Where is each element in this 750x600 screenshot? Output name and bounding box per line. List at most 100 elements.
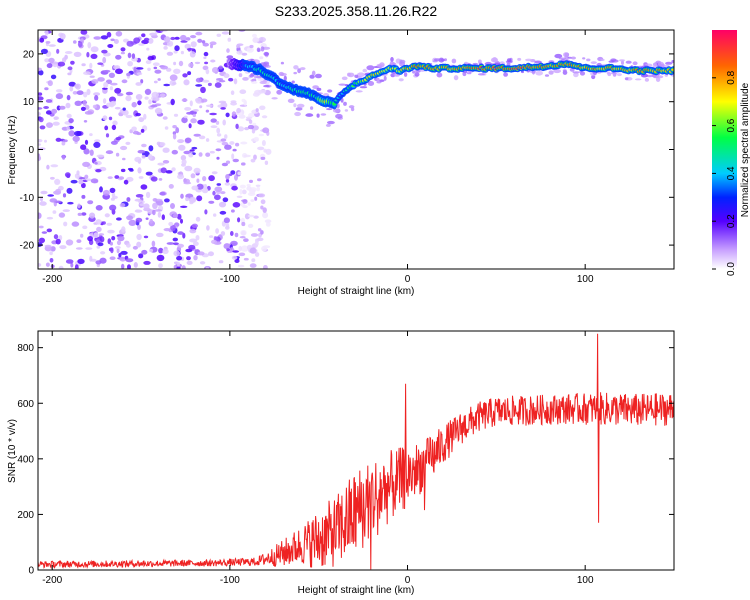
ridge-halo-speckle <box>295 107 303 111</box>
noise-speckle <box>168 221 174 227</box>
noise-speckle <box>50 176 55 180</box>
noise-speckle <box>166 51 174 56</box>
noise-speckle <box>166 242 175 245</box>
noise-speckle <box>132 245 138 250</box>
noise-speckle <box>210 118 217 123</box>
noise-speckle <box>226 48 230 53</box>
noise-speckle <box>149 32 158 36</box>
noise-speckle <box>225 179 230 183</box>
noise-speckle <box>113 65 119 70</box>
ridge-halo-speckle <box>535 71 543 76</box>
noise-speckle <box>98 233 105 236</box>
ridge-halo-speckle <box>548 70 554 75</box>
noise-speckle <box>63 139 68 143</box>
spectrogram-xtick-label: -200 <box>42 274 62 285</box>
noise-speckle <box>185 197 190 202</box>
noise-speckle <box>134 156 142 163</box>
noise-speckle <box>236 50 243 55</box>
snr-ticks: -200 -100 0 100 0 200 400 600 800 <box>17 331 674 586</box>
noise-speckle <box>92 104 97 109</box>
noise-speckle <box>182 73 188 78</box>
noise-speckle <box>246 184 251 187</box>
spectrogram-xtick-label: -100 <box>220 274 240 285</box>
noise-speckle <box>242 77 249 81</box>
noise-speckle <box>231 255 238 260</box>
ridge-halo-speckle <box>671 60 674 63</box>
noise-speckle <box>49 258 54 263</box>
noise-speckle <box>260 156 266 160</box>
noise-speckle <box>76 170 80 176</box>
colorbar-label: Normalized spectral amplitude <box>740 82 750 217</box>
noise-speckle <box>177 174 185 180</box>
noise-speckle <box>145 171 153 176</box>
noise-speckle <box>188 152 194 158</box>
noise-speckle <box>105 133 110 138</box>
ridge-halo-speckle <box>403 72 408 77</box>
noise-speckle <box>235 142 240 147</box>
noise-speckle <box>110 247 114 254</box>
noise-speckle <box>249 179 253 183</box>
noise-speckle <box>89 62 93 69</box>
noise-speckle <box>221 31 230 35</box>
snr-ytick-label: 800 <box>17 343 34 354</box>
ridge-halo-speckle <box>312 85 319 89</box>
noise-speckle <box>46 63 53 69</box>
noise-speckle <box>55 93 64 100</box>
noise-speckle <box>223 217 230 224</box>
noise-speckle <box>205 152 211 157</box>
noise-speckle <box>224 182 231 186</box>
noise-speckle <box>236 44 241 49</box>
snr-ytick-label: 400 <box>17 454 34 465</box>
noise-speckle <box>82 161 91 167</box>
noise-speckle <box>55 188 62 195</box>
noise-speckle <box>162 116 168 120</box>
noise-speckle <box>89 75 95 78</box>
noise-speckle <box>40 190 48 195</box>
noise-speckle <box>241 230 246 236</box>
noise-speckle <box>55 238 61 245</box>
noise-speckle <box>238 73 243 78</box>
noise-speckle <box>145 217 149 220</box>
noise-speckle <box>45 99 53 103</box>
ridge-halo-speckle <box>250 79 255 82</box>
ridge-halo-speckle <box>341 76 348 81</box>
noise-speckle <box>85 247 93 250</box>
noise-speckle <box>105 150 114 155</box>
noise-speckle <box>178 144 186 151</box>
noise-speckle <box>186 111 193 115</box>
noise-speckle <box>99 257 107 264</box>
noise-speckle <box>40 197 43 202</box>
colorbar-tick-label: 0.8 <box>726 70 737 84</box>
noise-speckle <box>189 201 194 205</box>
noise-speckle <box>58 265 64 269</box>
noise-speckle <box>159 142 166 147</box>
noise-speckle <box>122 109 129 116</box>
ridge-halo-speckle <box>287 98 295 104</box>
noise-speckle <box>163 36 171 43</box>
ridge-halo-speckle <box>490 57 499 63</box>
noise-speckle <box>127 264 131 269</box>
noise-speckle <box>73 51 82 58</box>
noise-speckle <box>190 41 197 48</box>
noise-speckle <box>84 111 93 115</box>
noise-speckle <box>114 175 120 179</box>
ridge-halo-speckle <box>327 89 333 93</box>
noise-speckle <box>189 228 197 234</box>
noise-speckle <box>263 265 268 269</box>
noise-speckle <box>206 104 213 108</box>
noise-speckle <box>172 133 177 140</box>
ridge-halo-speckle <box>367 81 375 86</box>
noise-speckle <box>232 202 241 208</box>
noise-speckle <box>120 145 128 151</box>
noise-speckle <box>137 100 142 106</box>
noise-speckle <box>46 122 53 128</box>
noise-speckle <box>79 177 86 180</box>
noise-speckle <box>160 167 167 174</box>
noise-speckle <box>145 191 151 199</box>
noise-speckle <box>58 212 66 218</box>
noise-speckle <box>163 228 171 232</box>
noise-speckle <box>220 191 226 195</box>
noise-speckle <box>89 133 93 137</box>
noise-speckle <box>151 240 156 247</box>
